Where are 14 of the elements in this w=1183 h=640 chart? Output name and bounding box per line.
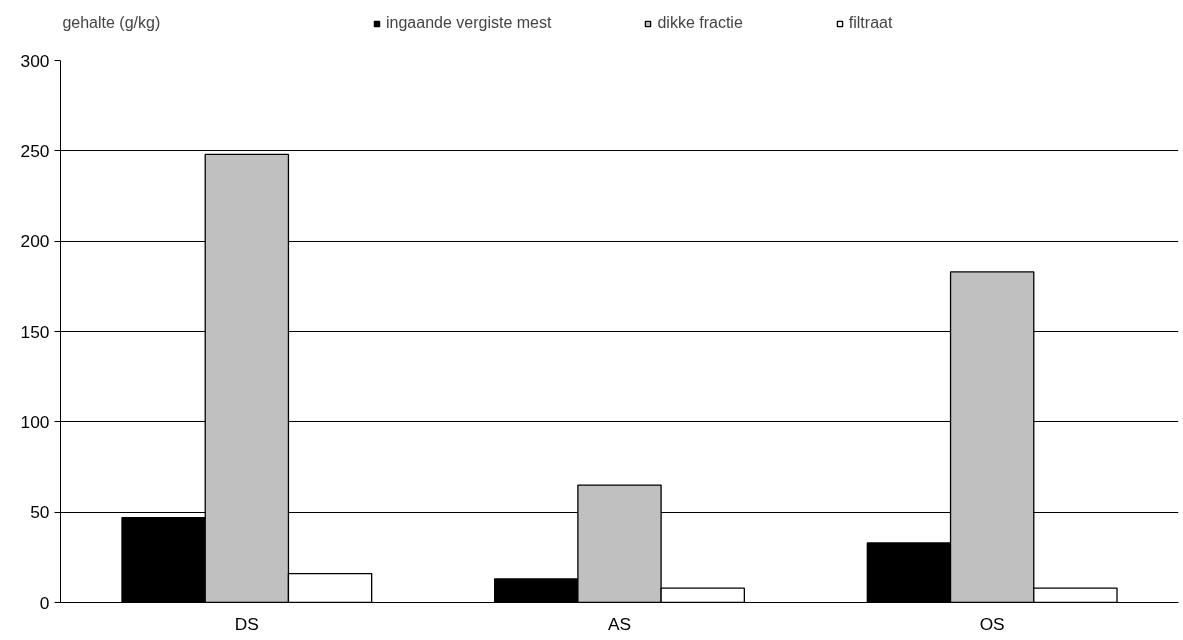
x-tick-label: DS [234, 613, 259, 634]
y-tick-label: 150 [20, 321, 50, 342]
legend-label: ingaande vergiste mest [386, 14, 552, 32]
y-tick-label: 250 [20, 140, 50, 161]
y-tick-label: 0 [39, 592, 50, 613]
legend-label: filtraat [848, 14, 893, 32]
y-tick-label: 100 [20, 411, 50, 432]
x-tick-label: AS [607, 613, 632, 634]
y-tick-label: 300 [20, 50, 50, 71]
legend-label: dikke fractie [657, 14, 743, 32]
x-tick-label: OS [979, 613, 1005, 634]
y-tick-label: 50 [30, 502, 50, 523]
y-axis-title: gehalte (g/kg) [62, 13, 161, 31]
y-tick-label: 200 [20, 231, 50, 252]
